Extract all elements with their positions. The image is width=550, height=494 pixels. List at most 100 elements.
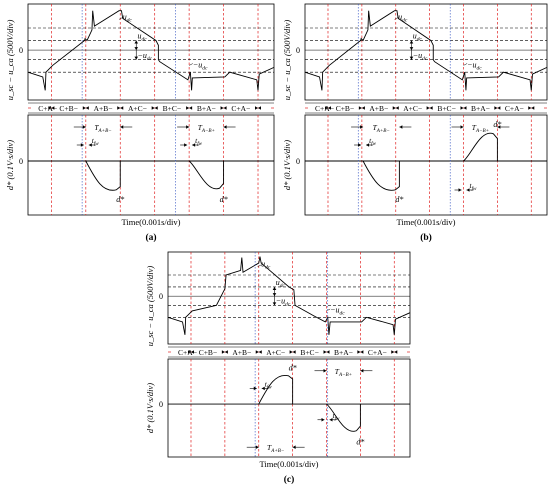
zero-tick-label: 0: [296, 46, 300, 55]
panel-c: u_sc − u_ca (500V/div) d* (0.1V·s/div) 0 0 C…: [145, 251, 411, 485]
panel-label: (c): [284, 474, 295, 485]
neg-udc-level-label: −udc: [413, 51, 428, 62]
tfw-label: tfw: [195, 136, 203, 147]
tfw-arrowhead: [321, 417, 325, 422]
sector-label: C+B−: [199, 348, 217, 357]
tfw-arrowhead: [329, 417, 333, 422]
tfw-label: tfw: [369, 136, 377, 147]
sector-arrowhead: [323, 350, 327, 354]
udc-label: udc: [398, 12, 408, 23]
sector-arrowhead: [186, 106, 190, 110]
sector-arrowhead: [258, 350, 262, 354]
tfw-arrowhead: [184, 143, 188, 147]
tfw-label: tfw: [470, 181, 478, 192]
neg-udc-level-label: −udc: [137, 51, 152, 62]
sector-arrowhead: [360, 350, 364, 354]
sector-label: C+A−: [178, 348, 197, 357]
sector-arrowhead: [82, 106, 86, 110]
sector-label: B+C−: [163, 104, 181, 113]
period-span-label: TA+B−: [94, 123, 111, 134]
tfw-arrowhead: [80, 143, 84, 147]
flux-pulse: [188, 160, 225, 190]
voltage-axis-label: u_sc − u_ca (500V/div): [145, 266, 155, 347]
voltage-waveform: [304, 10, 548, 91]
sector-arrowhead: [187, 350, 191, 354]
sector-arrowhead: [255, 350, 259, 354]
sector-arrowhead: [497, 106, 501, 110]
sector-arrowhead: [258, 106, 262, 110]
udc-level-label: udc: [413, 32, 423, 43]
flux-axis-label: d* (0.1V·s/div): [5, 140, 15, 190]
sector-arrowhead: [289, 350, 293, 354]
zero-tick-label: 0: [159, 292, 163, 301]
udc-level-arrowhead: [134, 40, 139, 44]
sector-arrowhead: [357, 350, 361, 354]
sector-arrowhead: [391, 350, 395, 354]
sector-label: C+A−: [315, 104, 334, 113]
neg-udc-level-arrowhead: [272, 302, 277, 306]
period-span-label: TA+B−: [267, 443, 284, 454]
panel-label: (a): [145, 232, 156, 243]
sector-arrowhead: [327, 106, 331, 110]
sector-bar: C+A− C+B− A+B− A+C− B+C− B+A− C+A−: [28, 102, 274, 114]
sector-label: A+C−: [266, 348, 285, 357]
period-span-arrowhead: [360, 125, 364, 129]
neg-udc-leader: [326, 308, 331, 312]
sector-arrowhead: [392, 106, 396, 110]
panel-b: u_sc − u_ca (500V/div) d* (0.1V·s/div) 0 0 C…: [282, 3, 548, 243]
tfw-arrowhead: [261, 386, 265, 391]
voltage-axis-label: u_sc − u_ca (500V/div): [5, 20, 15, 101]
udc-label: udc: [123, 12, 133, 23]
sector-bar: C+A− C+B− A+B− A+C− B+C− B+A− C+A−: [305, 102, 547, 114]
flux-axis-label: d* (0.1V·s/div): [282, 140, 292, 190]
period-span-label: TA+B−: [373, 123, 390, 134]
flux-peak-label: d*: [289, 364, 297, 373]
neg-udc-label: −udc: [330, 306, 345, 317]
udc-level-arrowhead: [272, 293, 277, 297]
sector-arrowhead: [120, 106, 124, 110]
sector-arrowhead: [463, 106, 467, 110]
sector-arrowhead: [395, 106, 399, 110]
sector-label: A+B−: [94, 104, 113, 113]
sector-label: B+C−: [300, 348, 318, 357]
sector-arrowhead: [528, 106, 532, 110]
time-axis-label: Time(0.001s/div): [260, 459, 319, 469]
period-span-arrowhead: [223, 125, 227, 129]
sector-arrowhead: [85, 106, 89, 110]
sector-label: B+A−: [197, 104, 216, 113]
sector-arrowhead: [460, 106, 464, 110]
flux-plot-frame: [27, 114, 275, 216]
tfw-arrowhead: [366, 143, 370, 147]
flux-pulse: [326, 403, 361, 432]
sector-arrowhead: [292, 350, 296, 354]
sector-arrowhead: [117, 106, 121, 110]
sector-label: C+B−: [59, 104, 77, 113]
flux-pulse: [362, 160, 400, 191]
tfw-arrowhead: [88, 143, 92, 147]
sector-arrowhead: [51, 106, 55, 110]
flux-peak-label: d*: [116, 195, 124, 204]
udc-leader: [118, 17, 123, 20]
sector-arrowhead: [326, 350, 330, 354]
tfw-label: tfw: [92, 136, 100, 147]
udc-leader: [394, 17, 399, 20]
neg-udc-label: −udc: [467, 60, 482, 71]
sector-bar: C+A− C+B− A+B− A+C− B+C− B+A− C+A−: [168, 346, 410, 358]
sector-label: C+A−: [505, 104, 524, 113]
zero-tick-label: 0: [19, 46, 23, 55]
sector-label: C+A−: [38, 104, 57, 113]
tfw-arrowhead: [358, 143, 362, 147]
sector-arrowhead: [358, 106, 362, 110]
flux-pulse: [258, 374, 294, 405]
sector-label: C+B−: [336, 104, 354, 113]
sector-arrowhead: [220, 106, 224, 110]
udc-level-arrowhead: [134, 47, 139, 51]
sector-arrowhead: [324, 106, 328, 110]
zero-tick-label: 0: [296, 157, 300, 166]
sector-arrowhead: [151, 106, 155, 110]
neg-udc-leader: [463, 63, 468, 66]
period-span-arrowhead: [497, 125, 501, 129]
sector-label: A+C−: [128, 104, 147, 113]
sector-arrowhead: [361, 106, 365, 110]
zero-tick-label: 0: [19, 157, 23, 166]
